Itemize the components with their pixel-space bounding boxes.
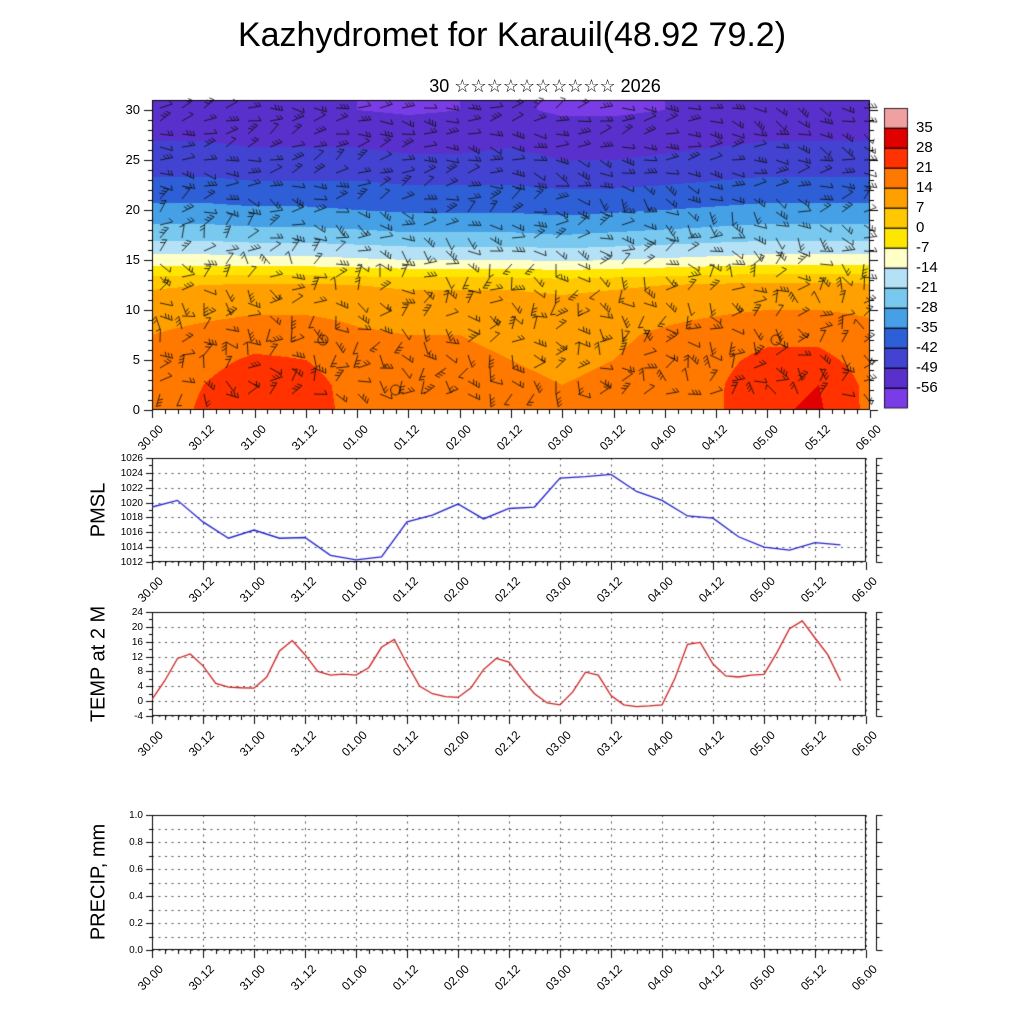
page-title: Kazhydromet for Karauil(48.92 79.2): [237, 16, 787, 54]
temp-axis-title: TEMP at 2 M: [87, 605, 110, 723]
pmsl-axis-title: PMSL: [87, 482, 110, 538]
cross-section-title: 30 ☆☆☆☆☆☆☆☆☆☆ 2026: [429, 76, 661, 96]
precip-axis-title: PRECIP, mm: [87, 823, 110, 941]
